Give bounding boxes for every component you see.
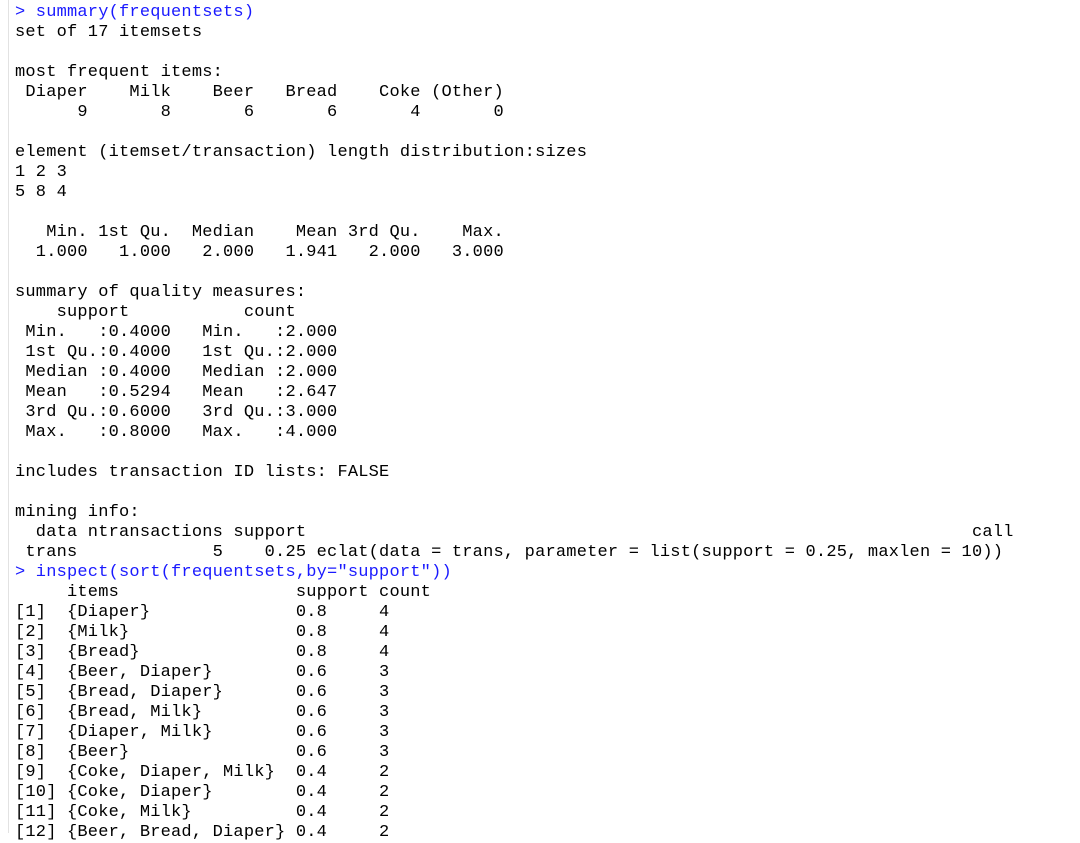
- console-output-line: includes transaction ID lists: FALSE: [15, 463, 400, 482]
- console-output-line: [15, 443, 1014, 463]
- console-output-line: [1] {Diaper} 0.8 4: [15, 603, 390, 622]
- console-output-line: 5 8 4: [15, 183, 78, 202]
- console-output-line: [9] {Coke, Diaper, Milk} 0.4 2: [15, 763, 390, 782]
- console-command-line: > summary(frequentsets): [15, 3, 255, 22]
- console-output-line: data ntransactions support call: [15, 523, 1014, 542]
- console-output-line: [4] {Beer, Diaper} 0.6 3: [15, 663, 390, 682]
- console-output-line: trans 5 0.25 eclat(data = trans, paramet…: [15, 543, 1004, 562]
- console-output-line: 1.000 1.000 2.000 1.941 2.000 3.000: [15, 243, 515, 262]
- console-output-line: [5] {Bread, Diaper} 0.6 3: [15, 683, 390, 702]
- console-output-line: [15, 483, 1014, 503]
- console-output-line: [15, 263, 1014, 283]
- console-output-line: 3rd Qu.:0.6000 3rd Qu.:3.000: [15, 403, 359, 422]
- console-output-line: Diaper Milk Beer Bread Coke (Other): [15, 83, 515, 102]
- console-output-line: [12] {Beer, Bread, Diaper} 0.4 2: [15, 823, 390, 842]
- console-output-line: [8] {Beer} 0.6 3: [15, 743, 390, 762]
- console-output-line: 1 2 3: [15, 163, 78, 182]
- console-output-line: Min. :0.4000 Min. :2.000: [15, 323, 359, 342]
- console-output-line: Median :0.4000 Median :2.000: [15, 363, 359, 382]
- console-output-line: support count: [15, 303, 359, 322]
- console-output-line: mining info:: [15, 503, 140, 522]
- console-output-line: [2] {Milk} 0.8 4: [15, 623, 390, 642]
- console-output-line: Max. :0.8000 Max. :4.000: [15, 423, 359, 442]
- console-output-line: summary of quality measures:: [15, 283, 307, 302]
- console-output-line: [7] {Diaper, Milk} 0.6 3: [15, 723, 390, 742]
- console-gutter: [8, 0, 9, 833]
- console-output-line: element (itemset/transaction) length dis…: [15, 143, 588, 162]
- console-output-line: 1st Qu.:0.4000 1st Qu.:2.000: [15, 343, 359, 362]
- console-output-line: items support count: [15, 583, 432, 602]
- console-output-line: [15, 203, 1014, 223]
- console-output-line: [6] {Bread, Milk} 0.6 3: [15, 703, 390, 722]
- console-output-line: [11] {Coke, Milk} 0.4 2: [15, 803, 390, 822]
- console-output-line: [15, 123, 1014, 143]
- r-console-output[interactable]: > summary(frequentsets) set of 17 itemset…: [15, 3, 1014, 843]
- console-output-line: 9 8 6 6 4 0: [15, 103, 515, 122]
- console-output-line: [15, 43, 1014, 63]
- console-command-line: > inspect(sort(frequentsets,by="support"…: [15, 563, 452, 582]
- console-output-line: set of 17 itemsets: [15, 23, 203, 42]
- console-output-line: Min. 1st Qu. Median Mean 3rd Qu. Max.: [15, 223, 515, 242]
- console-output-line: [3] {Bread} 0.8 4: [15, 643, 390, 662]
- console-output-line: most frequent items:: [15, 63, 224, 82]
- console-output-line: Mean :0.5294 Mean :2.647: [15, 383, 359, 402]
- console-output-line: [10] {Coke, Diaper} 0.4 2: [15, 783, 390, 802]
